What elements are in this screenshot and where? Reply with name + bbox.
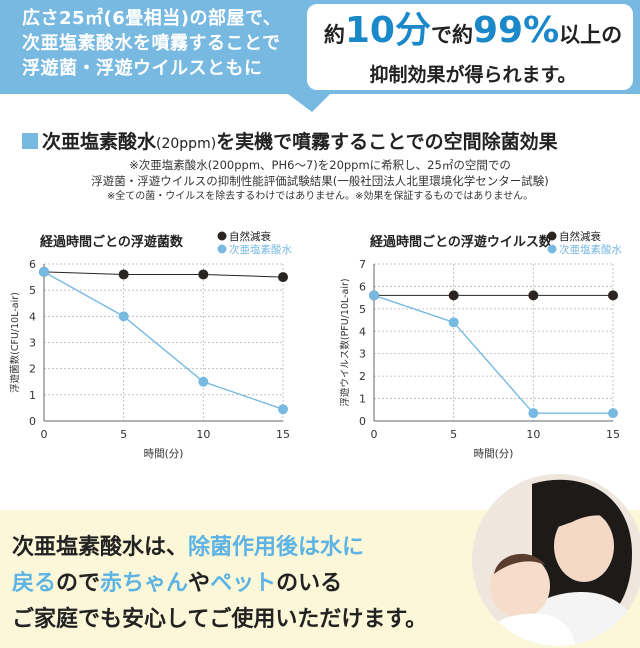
msg-l1b: 除菌作用後は水に — [188, 535, 365, 560]
banner-line-3: 浮遊菌・浮遊ウイルスともに — [22, 58, 263, 79]
msg-l2c: 赤ちゃん — [100, 571, 189, 596]
c0-legend-marker-0 — [217, 231, 227, 241]
c1-y-tick-3: 3 — [359, 348, 366, 361]
msg-l2d: や — [188, 571, 211, 596]
c1-legend-marker-0 — [547, 231, 557, 241]
bottom-message: 次亜塩素酸水は、除菌作用後は水に 戻るので赤ちゃんやペットのいる ご家庭でも安心… — [12, 530, 482, 638]
c0-x-tick-1: 5 — [120, 428, 127, 441]
c0-series-line-0 — [43, 271, 284, 278]
c0-y-tick-4: 4 — [29, 310, 36, 323]
c1-point-1-0 — [369, 290, 379, 301]
c0-point-0-2 — [198, 269, 209, 280]
c0-x-tick-0: 0 — [41, 428, 48, 441]
c1-point-1-1 — [448, 317, 459, 328]
msg-l2f: のいる — [276, 571, 343, 596]
c0-y-tick-3: 3 — [29, 337, 36, 350]
banner-pre: 約 — [323, 23, 345, 47]
msg-l2b: ので — [56, 571, 101, 596]
banner-line-2: 次亜塩素酸水を噴霧することで — [22, 33, 281, 54]
c1-title: 経過時間ごとの浮遊ウイルス数 — [370, 234, 553, 250]
c1-legend-marker-1 — [547, 244, 557, 254]
msg-l2a: 戻る — [12, 571, 57, 596]
c0-y-tick-6: 6 — [29, 258, 36, 271]
c1-x-tick-3: 15 — [606, 428, 620, 441]
top-banner: 広さ25㎡(6畳相当)の部屋で、 次亜塩素酸水を噴霧することで 浮遊菌・浮遊ウイ… — [0, 0, 640, 112]
square-bullet-icon — [22, 133, 38, 149]
c1-y-tick-6: 6 — [359, 280, 366, 293]
section-title-b: (20ppm) — [156, 136, 217, 152]
chart-bacteria: 経過時間ごとの浮遊菌数 自然減衰 次亜塩素酸水 0 1 2 3 4 5 6 0 5 10 15 時間(分) 浮… — [0, 228, 310, 464]
banner-right-text: 約10分で約99%以上の 抑制効果が得られます。 — [316, 10, 630, 87]
c0-legend-label-1: 次亜塩素酸水 — [229, 243, 292, 256]
banner-shape — [0, 0, 640, 112]
c1-point-1-2 — [528, 408, 539, 419]
c1-y-tick-4: 4 — [359, 325, 366, 338]
c0-x-label: 時間(分) — [144, 448, 184, 460]
c1-point-0-2 — [528, 290, 539, 301]
c1-y-tick-5: 5 — [359, 303, 366, 316]
c0-x-tick-2: 10 — [196, 428, 210, 441]
message-line-2: 戻るので赤ちゃんやペットのいる — [12, 566, 482, 602]
mother-baby-photo — [472, 474, 640, 646]
section-title: 次亜塩素酸水(20ppm)を実機で噴霧することでの空間除菌効果 — [22, 127, 632, 154]
c0-x-tick-3: 15 — [276, 428, 290, 441]
note-1: ※次亜塩素酸水(200ppm、PH6〜7)を20ppmに希釈し、25㎡の空間での — [129, 158, 511, 172]
c0-y-label: 浮遊菌数(CFU/10L-air) — [9, 292, 21, 393]
banner-left-text: 広さ25㎡(6畳相当)の部屋で、 次亜塩素酸水を噴霧することで 浮遊菌・浮遊ウイ… — [22, 6, 312, 81]
c1-legend-label-1: 次亜塩素酸水 — [559, 243, 622, 256]
c0-legend-marker-1 — [217, 244, 227, 254]
c1-x-label: 時間(分) — [474, 448, 514, 460]
msg-l2e: ペット — [210, 571, 277, 596]
banner-big-1: 10分 — [344, 10, 431, 51]
c0-y-tick-2: 2 — [29, 363, 36, 376]
c0-series-line-1 — [43, 271, 284, 410]
note-2: 浮遊菌・浮遊ウイルスの抑制性能評価試験結果(一般社団法人北里環境化学センター試験… — [91, 174, 549, 188]
banner-mid: で約 — [430, 23, 473, 47]
c0-y-tick-5: 5 — [29, 284, 36, 297]
msg-l1a: 次亜塩素酸水は、 — [12, 535, 189, 560]
banner-big-2: 99% — [472, 10, 560, 51]
c0-point-1-1 — [118, 311, 129, 322]
c1-point-1-3 — [608, 408, 618, 419]
banner-line-1: 広さ25㎡(6畳相当)の部屋で、 — [22, 8, 282, 29]
c0-point-1-2 — [198, 376, 209, 387]
c1-x-tick-1: 5 — [450, 428, 457, 441]
c0-y-tick-1: 1 — [29, 389, 36, 402]
chart-virus: 経過時間ごとの浮遊ウイルス数 自然減衰 次亜塩素酸水 0 1 2 3 4 5 6 7 0 5 10 15 時間… — [330, 228, 640, 464]
message-line-3: ご家庭でも安心してご使用いただけます。 — [12, 607, 428, 632]
c0-title: 経過時間ごとの浮遊菌数 — [40, 234, 184, 250]
c1-series-line-1 — [373, 294, 613, 414]
c0-point-1-3 — [278, 404, 288, 415]
section-title-a: 次亜塩素酸水 — [42, 131, 157, 153]
c0-point-1-0 — [39, 266, 49, 277]
banner-right-line-2: 抑制効果が得られます。 — [369, 64, 577, 86]
c1-point-0-3 — [608, 290, 618, 301]
section-title-c: を実機で噴霧することでの空間除菌効果 — [216, 131, 558, 153]
note-3: ※全ての菌・ウイルスを除去するわけではありません。※効果を保証するものではありま… — [106, 191, 534, 202]
c1-y-tick-7: 7 — [359, 258, 366, 271]
c0-point-0-3 — [278, 272, 288, 283]
c1-y-label: 浮遊ウイルス数(PFU/10L-air) — [339, 278, 351, 406]
c0-point-0-1 — [118, 269, 129, 280]
c1-x-tick-0: 0 — [371, 428, 378, 441]
c0-y-tick-0: 0 — [29, 415, 36, 428]
test-notes: ※次亜塩素酸水(200ppm、PH6〜7)を20ppmに希釈し、25㎡の空間での… — [0, 157, 640, 205]
photo-illustration — [472, 474, 640, 646]
c1-point-0-1 — [448, 290, 459, 301]
message-line-1: 次亜塩素酸水は、除菌作用後は水に — [12, 530, 482, 566]
c1-legend-label-0: 自然減衰 — [559, 230, 601, 243]
c1-y-tick-0: 0 — [359, 415, 366, 428]
c1-x-tick-2: 10 — [526, 428, 540, 441]
c1-y-tick-2: 2 — [359, 370, 366, 383]
banner-post: 以上の — [559, 23, 623, 47]
c1-y-tick-1: 1 — [359, 393, 366, 406]
c0-legend-label-0: 自然減衰 — [229, 230, 271, 243]
